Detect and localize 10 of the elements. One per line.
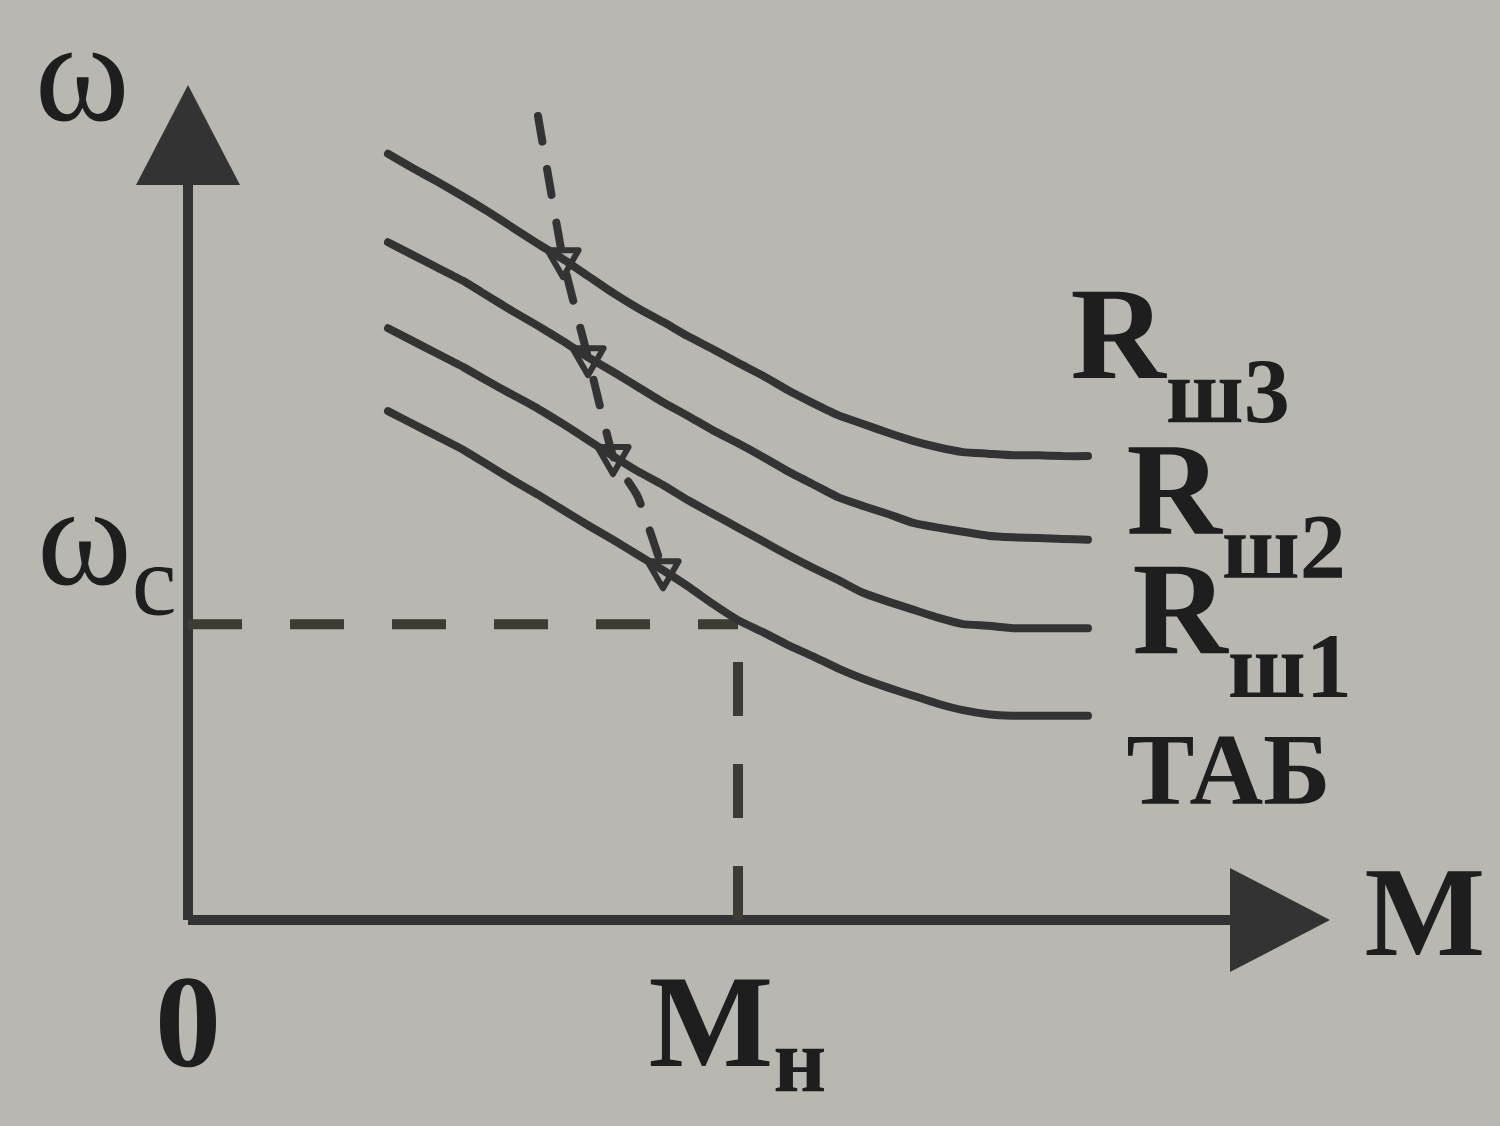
series-label: R$_{ш3}$ — [1072, 291, 1287, 424]
point — [544, 247, 582, 281]
x-tick-label: M$_{н}$ — [650, 979, 824, 1092]
ref-line-label: ω$_{с}$ — [42, 516, 174, 616]
y-axis-title: ω — [40, 52, 124, 122]
series-label: ТАБ — [1128, 736, 1326, 804]
point — [594, 444, 632, 478]
x-tick-label: 0 — [160, 978, 216, 1068]
point — [569, 345, 607, 379]
x-axis-title: M — [1366, 871, 1482, 955]
